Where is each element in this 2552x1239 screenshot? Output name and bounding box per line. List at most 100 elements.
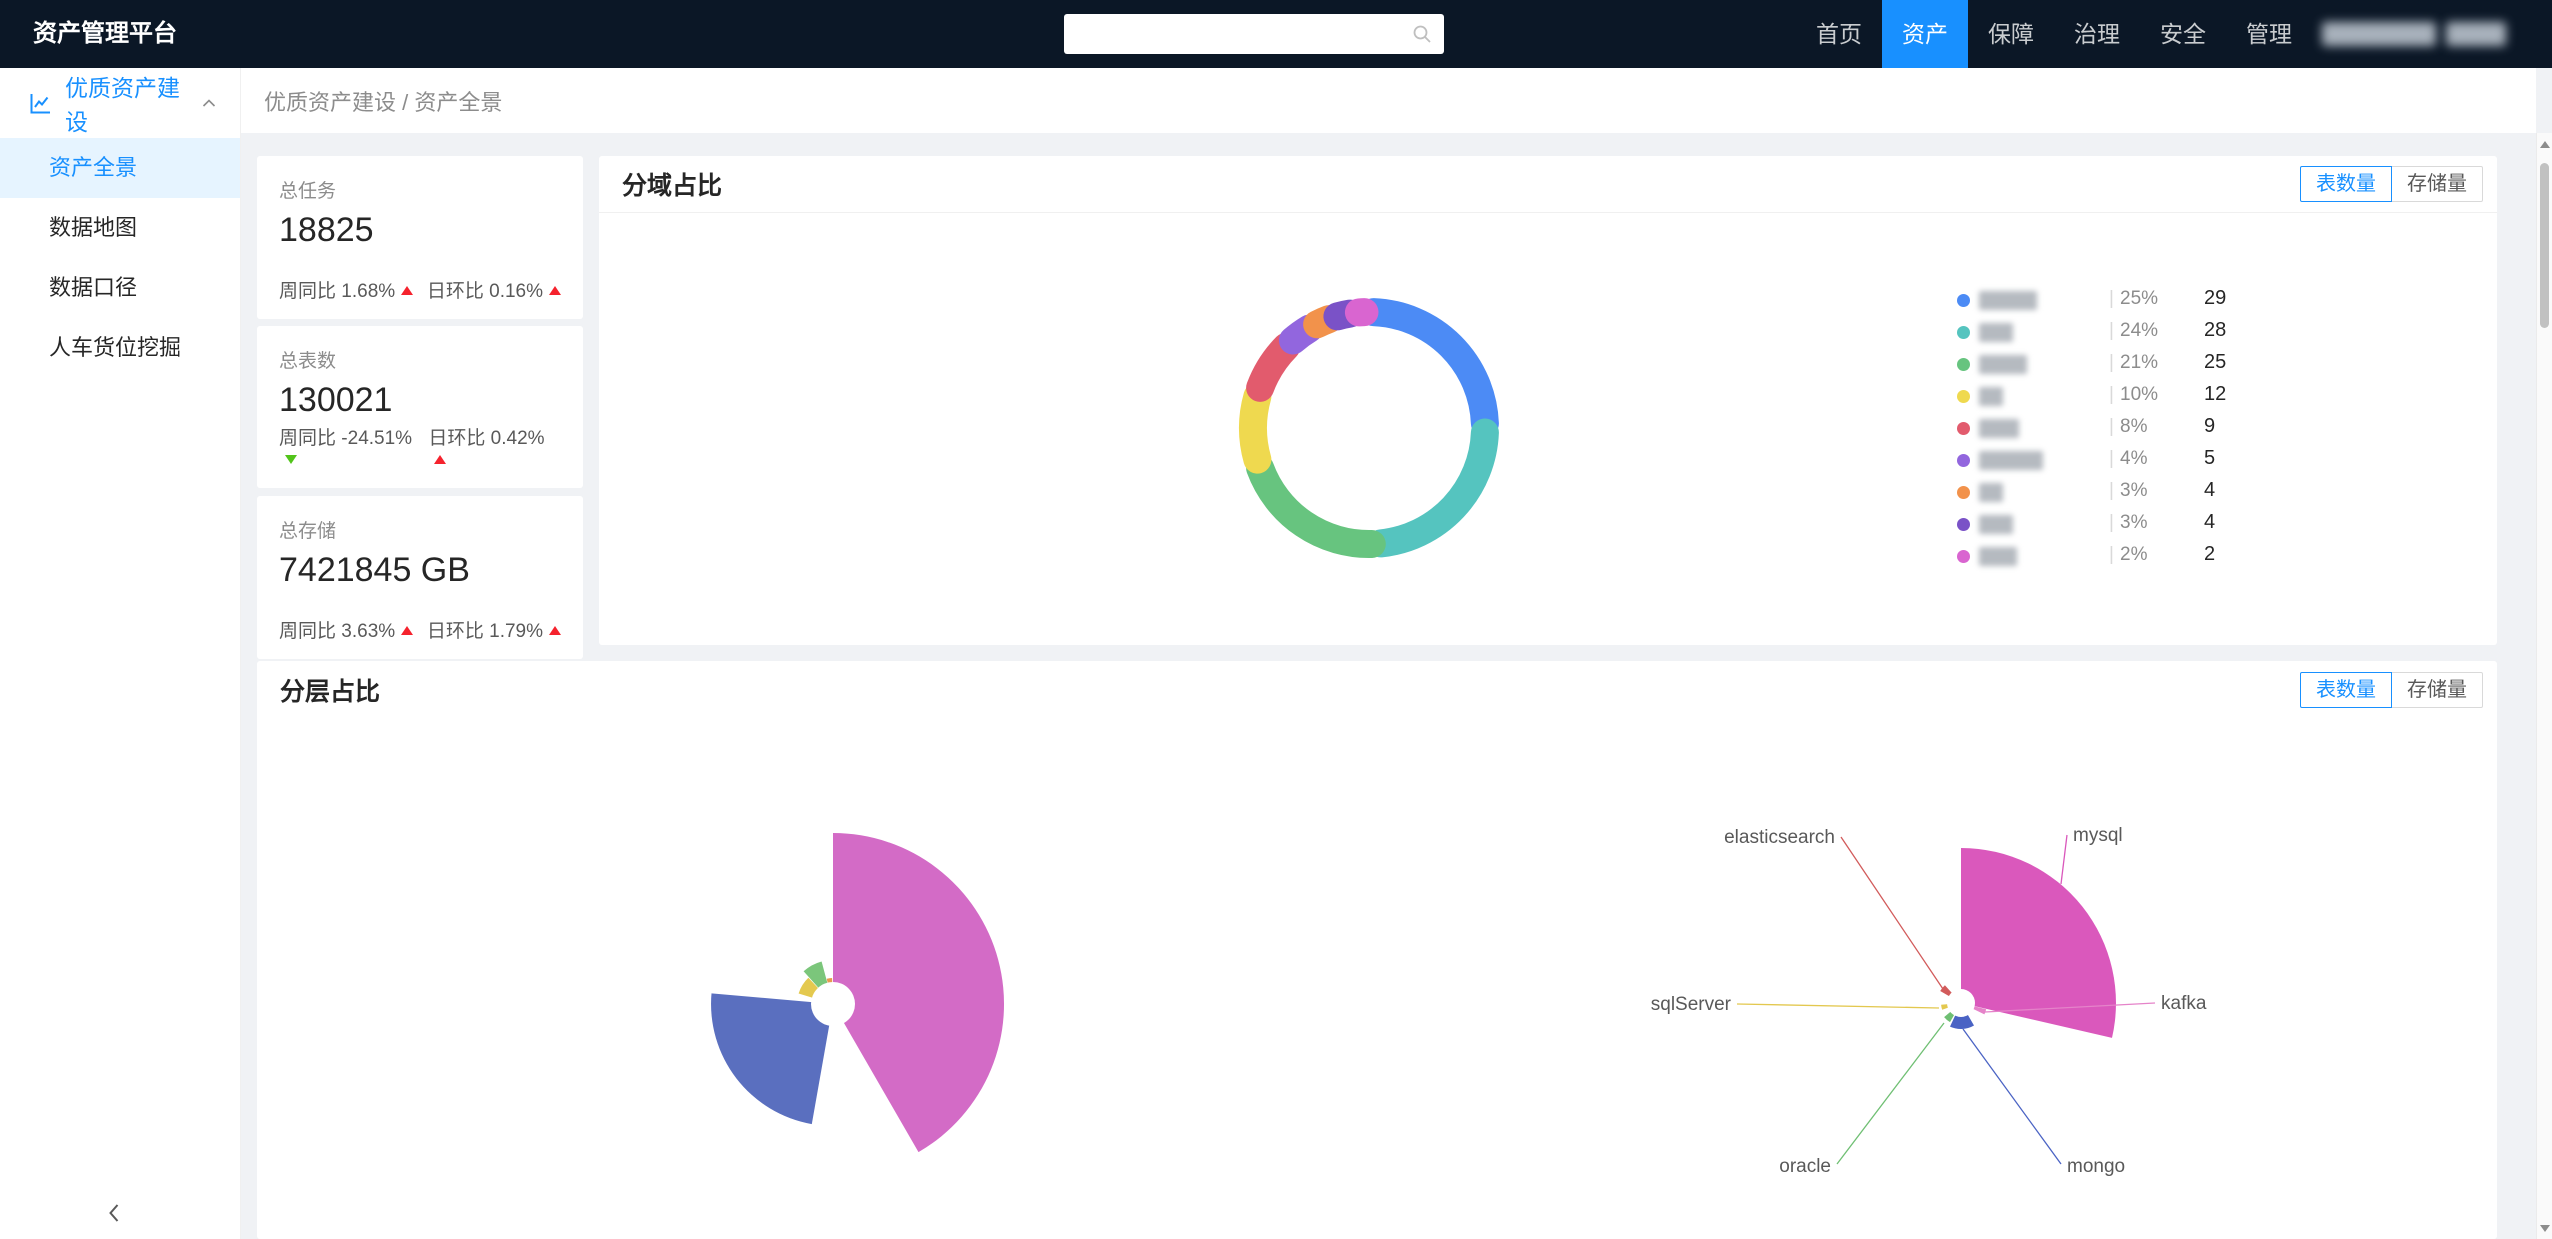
legend-dot: [1957, 486, 1970, 499]
sidebar-item-data-map[interactable]: 数据地图: [49, 215, 138, 240]
legend-dot: [1957, 518, 1970, 531]
rose-label-line: [1736, 1003, 1940, 1009]
toggle-storage-button[interactable]: 存储量: [2391, 671, 2483, 708]
user-name-redacted-2: [2446, 22, 2506, 46]
nav-item-governance[interactable]: 治理: [2074, 21, 2120, 47]
legend-percent: 25%: [2120, 288, 2159, 309]
legend-label-redacted: [1979, 515, 2013, 534]
legend-value: 9: [2204, 415, 2216, 437]
legend-label-redacted: [1979, 451, 2043, 470]
scrollbar-thumb[interactable]: [2540, 163, 2549, 328]
donut-slice: [1359, 298, 1499, 438]
legend-label-redacted: [1979, 323, 2013, 342]
legend-dot: [1957, 390, 1970, 403]
stat-day-metric: 日环比 1.79%: [427, 616, 561, 643]
legend-label-redacted: [1979, 291, 2037, 310]
domain-card-title: 分域占比: [622, 172, 723, 200]
sidebar-group-header[interactable]: 优质资产建设: [0, 68, 240, 138]
rose-label-line: [1840, 836, 1944, 990]
legend-label-redacted: [1979, 547, 2017, 566]
legend-separator: |: [2109, 512, 2114, 533]
legend-percent: 3%: [2120, 480, 2148, 501]
legend-row[interactable]: | 4% 5: [1957, 444, 2257, 476]
legend-label-redacted: [1979, 483, 2003, 502]
rose-slice: [1961, 848, 2116, 1038]
nav-item-assets[interactable]: 资产: [1882, 0, 1968, 68]
nav-item-home[interactable]: 首页: [1816, 21, 1862, 47]
stat-footer: 周同比 3.63% 日环比 1.79%: [279, 616, 561, 643]
search-icon[interactable]: [1412, 24, 1432, 44]
domain-metric-toggle: 表数量 存储量: [2300, 166, 2483, 202]
chevron-up-icon: [202, 98, 216, 108]
stat-card-total-storage: 总存储 7421845 GB 周同比 3.63% 日环比 1.79%: [257, 496, 583, 659]
sidebar-item-vehicle-cargo-mining[interactable]: 人车货位挖掘: [49, 335, 182, 360]
legend-separator: |: [2109, 416, 2114, 437]
toggle-table-count-button[interactable]: 表数量: [2300, 166, 2392, 202]
stat-week-metric: 周同比 3.63%: [279, 616, 414, 643]
trend-arrow-icon: [285, 455, 297, 464]
nav-item-management[interactable]: 管理: [2246, 21, 2292, 47]
legend-row[interactable]: | 24% 28: [1957, 316, 2257, 348]
layer-rose-chart-2: mysql kafka mongo oracle sqlServer elasticsea…: [1651, 825, 2207, 1177]
legend-row[interactable]: | 3% 4: [1957, 508, 2257, 540]
legend-value: 29: [2204, 287, 2227, 309]
legend-separator: |: [2109, 320, 2114, 341]
legend-dot: [1957, 454, 1970, 467]
legend-row[interactable]: | 8% 9: [1957, 412, 2257, 444]
rose-center-hole: [811, 982, 855, 1026]
stat-week-metric: 周同比 1.68%: [279, 276, 414, 303]
stat-label: 总任务: [279, 181, 337, 202]
rose-slice: [711, 993, 833, 1125]
legend-percent: 4%: [2120, 448, 2148, 469]
scroll-up-arrow-icon[interactable]: [2537, 135, 2552, 153]
legend-value: 2: [2204, 543, 2216, 565]
stat-footer: 周同比 1.68% 日环比 0.16%: [279, 276, 561, 303]
user-name-redacted: [2322, 22, 2436, 46]
nav-item-security[interactable]: 安全: [2160, 21, 2206, 47]
legend-percent: 2%: [2120, 544, 2148, 565]
rose-label-mysql: mysql: [2073, 825, 2123, 846]
trend-arrow-icon: [401, 626, 414, 635]
legend-value: 4: [2204, 479, 2216, 501]
legend-separator: |: [2109, 384, 2114, 405]
toggle-storage-button[interactable]: 存储量: [2391, 166, 2483, 202]
legend-row[interactable]: | 3% 4: [1957, 476, 2257, 508]
stat-day-metric: 日环比 0.42%: [428, 423, 561, 472]
rose-label-sqlServer: sqlServer: [1651, 994, 1732, 1015]
stat-footer: 周同比 -24.51% 日环比 0.42%: [279, 423, 561, 472]
legend-label-redacted: [1979, 387, 2003, 406]
scroll-down-arrow-icon[interactable]: [2537, 1219, 2552, 1237]
legend-percent: 21%: [2120, 352, 2159, 373]
search-input[interactable]: [1078, 14, 1412, 54]
legend-separator: |: [2109, 352, 2114, 373]
rose-label-oracle: oracle: [1779, 1156, 1831, 1177]
sidebar: 优质资产建设 资产全景 数据地图 数据口径 人车货位挖掘: [0, 68, 241, 1239]
legend-separator: |: [2109, 480, 2114, 501]
sidebar-item-asset-overview[interactable]: 资产全景: [0, 138, 240, 198]
stat-card-total-tables: 总表数 130021 周同比 -24.51% 日环比 0.42%: [257, 326, 583, 488]
stat-value: 130021: [279, 381, 393, 419]
global-search[interactable]: [1064, 14, 1444, 54]
legend-row[interactable]: | 10% 12: [1957, 380, 2257, 412]
sidebar-collapse-button[interactable]: [96, 1195, 132, 1231]
legend-value: 25: [2204, 351, 2227, 373]
legend-row[interactable]: | 2% 2: [1957, 540, 2257, 572]
legend-row[interactable]: | 21% 25: [1957, 348, 2257, 380]
legend-value: 4: [2204, 511, 2216, 533]
scrollbar[interactable]: [2536, 133, 2552, 1239]
stat-week-metric: 周同比 -24.51%: [279, 423, 428, 472]
rose-label-line: [1984, 1002, 2156, 1013]
user-account-redacted[interactable]: [2322, 22, 2506, 46]
legend-dot: [1957, 550, 1970, 563]
sidebar-item-data-caliber[interactable]: 数据口径: [49, 275, 138, 300]
stat-day-metric: 日环比 0.16%: [427, 276, 561, 303]
layer-metric-toggle: 表数量 存储量: [2300, 671, 2483, 708]
breadcrumb-text: 优质资产建设 / 资产全景: [264, 89, 503, 115]
toggle-table-count-button[interactable]: 表数量: [2300, 671, 2392, 708]
nav-item-support[interactable]: 保障: [1988, 21, 2034, 47]
donut-slice: [1246, 454, 1386, 559]
stat-label: 总表数: [279, 351, 337, 372]
rose-label-line: [1836, 1022, 1945, 1165]
legend-row[interactable]: | 25% 29: [1957, 284, 2257, 316]
domain-card-header: 分域占比 表数量 存储量: [599, 156, 2497, 213]
